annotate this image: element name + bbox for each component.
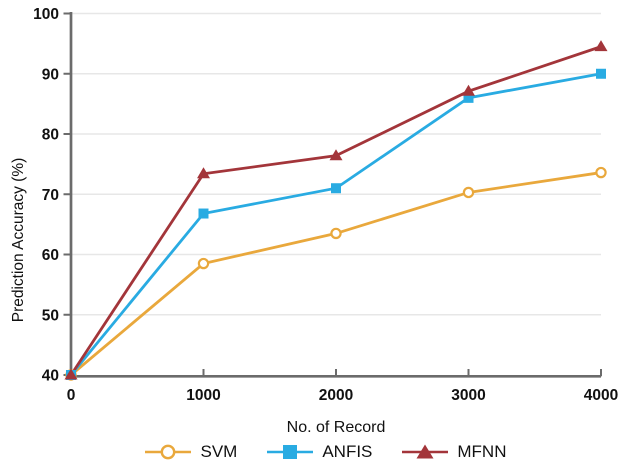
y-axis-title: Prediction Accuracy (%) (10, 157, 27, 323)
anfis-data-point-marker (331, 183, 341, 194)
y-tick-label: 50 (42, 307, 59, 324)
svm-marker-glyph (161, 444, 176, 460)
svm-data-point-marker (595, 166, 607, 179)
y-tick-label: 100 (33, 6, 59, 23)
x-tick-label: 4000 (584, 387, 618, 404)
x-tick-label: 1000 (186, 387, 220, 404)
legend-label-mfnn: MFNN (457, 442, 507, 461)
series-line-anfis (69, 72, 602, 376)
y-tick-label: 80 (42, 127, 59, 144)
legend-label-svm: SVM (200, 442, 238, 461)
series-line-svm (70, 171, 602, 377)
x-tick-label: 3000 (451, 387, 485, 404)
x-tick-label: 0 (67, 387, 76, 404)
legend: SVM ANFIS MFNN (46, 441, 606, 463)
x-tick-label: 2000 (319, 387, 353, 404)
mfnn-data-point-marker (197, 167, 210, 179)
anfis-data-point-marker (198, 208, 209, 219)
series-line-mfnn (69, 45, 602, 376)
x-axis-title: No. of Record (286, 419, 386, 436)
y-tick-label: 60 (42, 247, 59, 264)
anfis-marker-glyph (283, 445, 298, 459)
y-tick-label: 70 (42, 187, 59, 204)
legend-item-svm: SVM (145, 441, 237, 463)
y-tick-label: 40 (42, 368, 59, 385)
legend-item-mfnn: MFNN (402, 441, 507, 463)
svm-data-point-marker (197, 257, 210, 270)
mfnn-marker-glyph (416, 444, 434, 459)
mfnn-data-point-marker (594, 40, 608, 52)
legend-label-anfis: ANFIS (322, 442, 373, 461)
y-tick-label: 90 (42, 66, 59, 83)
anfis-data-point-marker (463, 92, 474, 103)
svm-circle-open-marker-icon (145, 444, 192, 460)
mfnn-data-point-marker (462, 84, 475, 96)
svm-data-point-marker (330, 227, 342, 240)
anfis-data-point-marker (596, 68, 606, 79)
mfnn-data-point-marker (329, 149, 343, 161)
anfis-square-marker-icon (267, 445, 314, 459)
legend-item-anfis: ANFIS (267, 441, 372, 463)
mfnn-data-point-marker (64, 368, 78, 380)
mfnn-triangle-marker-icon (402, 444, 449, 459)
svm-data-point-marker (462, 186, 475, 199)
